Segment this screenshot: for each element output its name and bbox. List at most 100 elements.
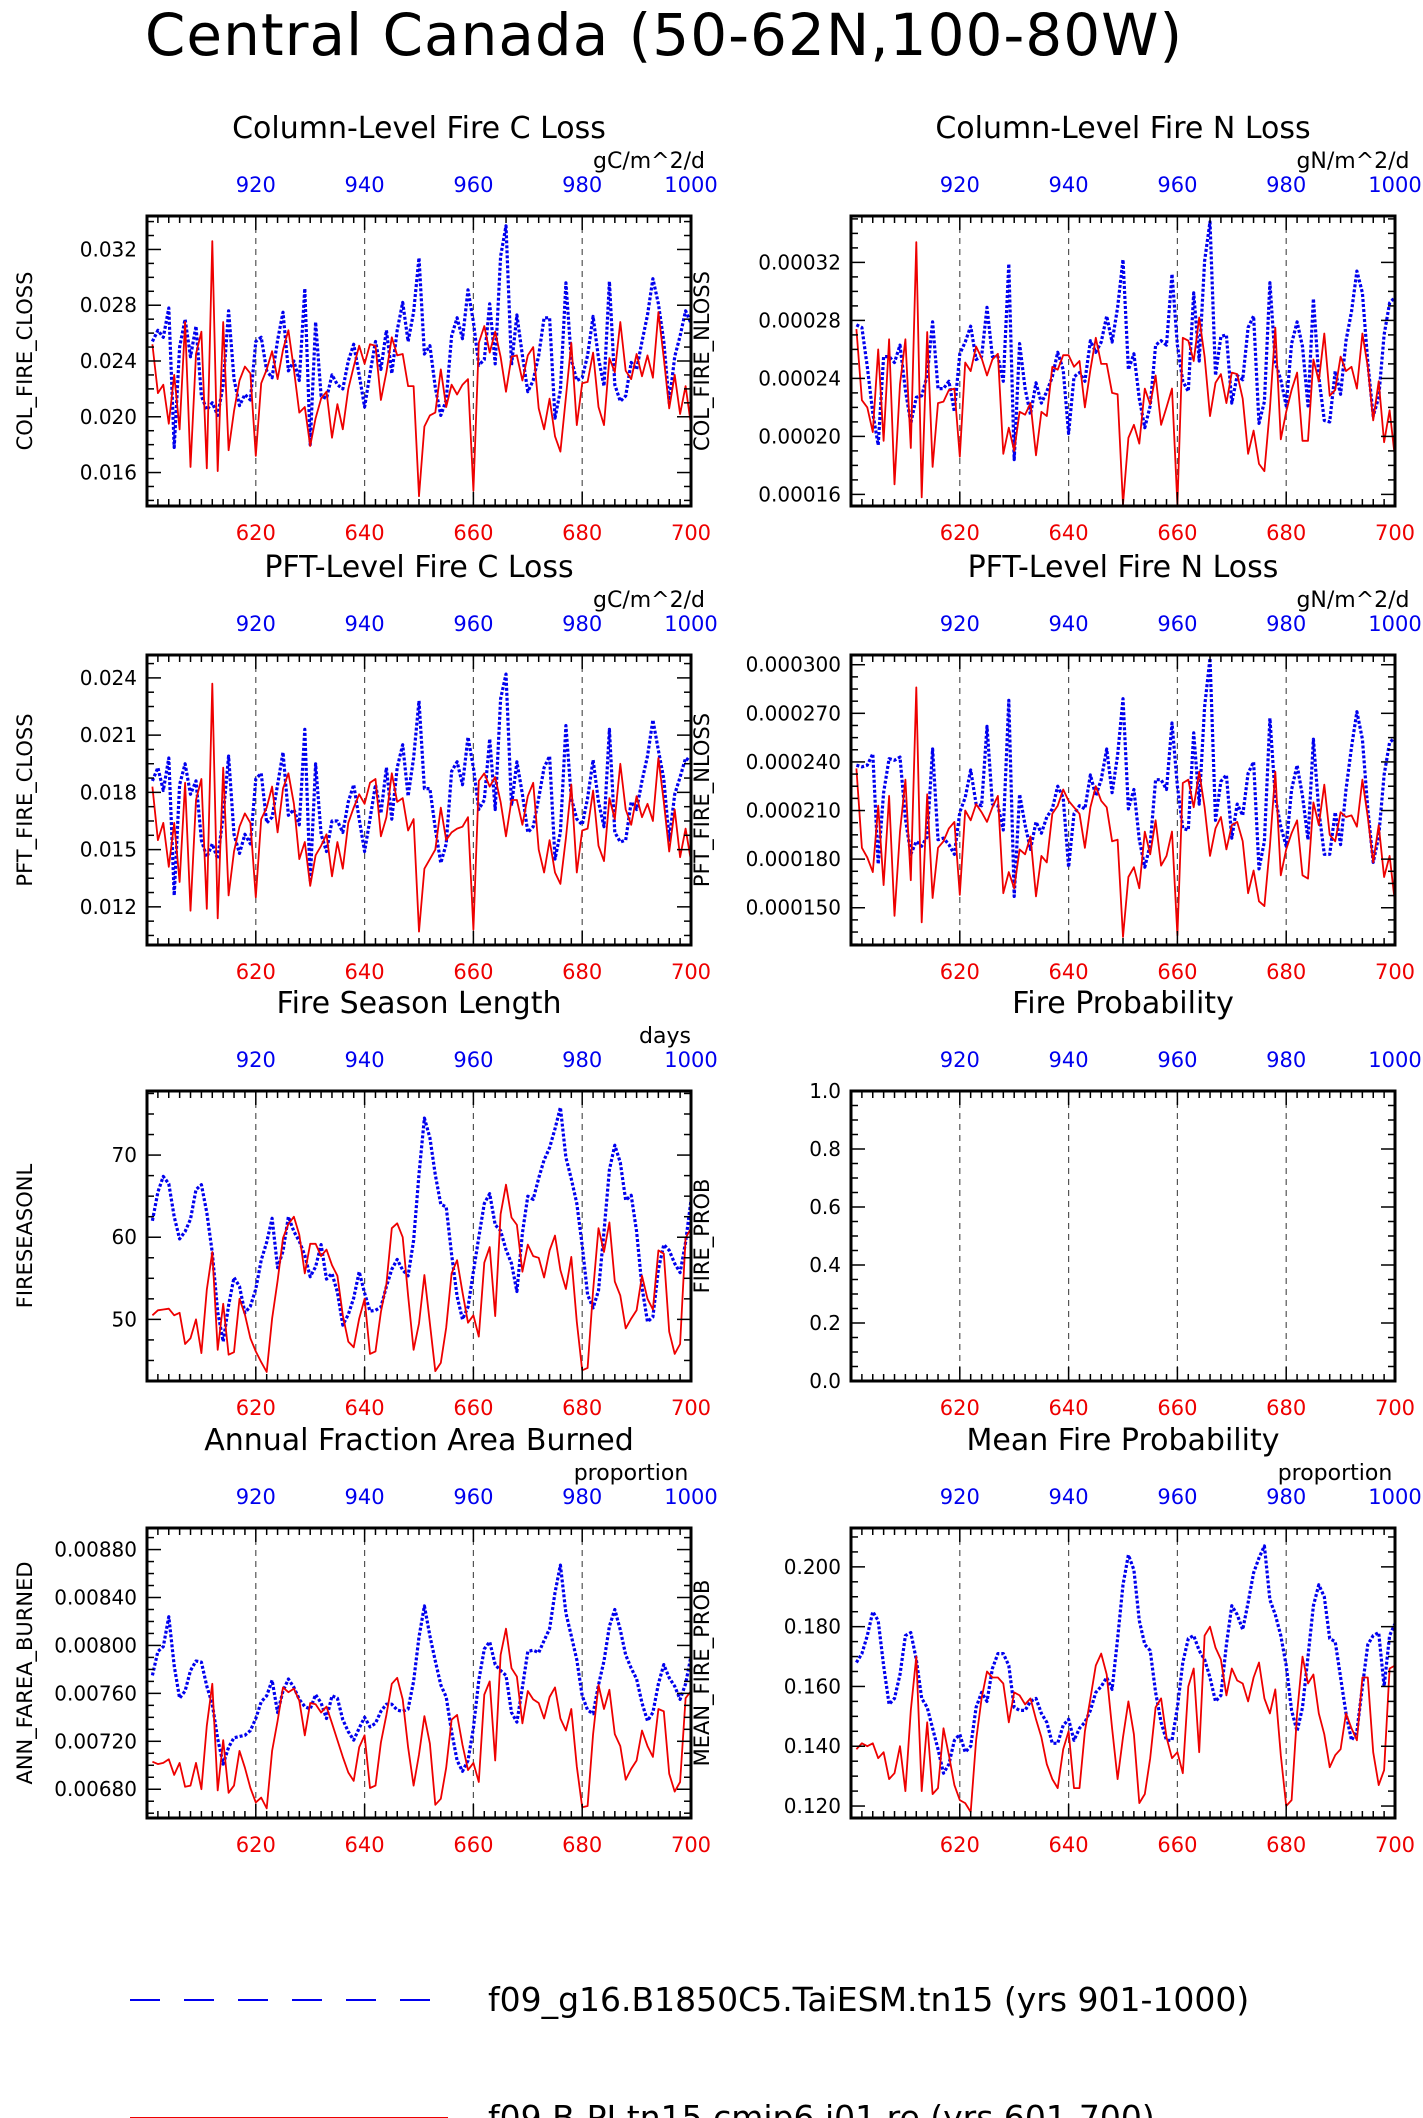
panel-5-xlabel-top: 940 <box>345 1048 385 1072</box>
panel-7-series-blue <box>150 1563 693 1773</box>
panel-3-ylabel-tick: 0.012 <box>80 895 137 919</box>
panel-1-xlabel-top: 920 <box>236 173 276 197</box>
panel-7-ylabel-tick: 0.00720 <box>54 1729 137 1753</box>
panel-8-series-blue <box>855 1544 1397 1775</box>
panel-5-series-blue <box>150 1105 693 1344</box>
panel-7-units: proportion <box>574 1461 689 1486</box>
panel-8-ylabel-tick: 0.180 <box>784 1615 841 1639</box>
panel-7-xlabel-bottom: 640 <box>345 1833 385 1857</box>
panel-6-ylabel-tick: 0.4 <box>809 1253 841 1277</box>
panel-6-title: Fire Probability <box>1012 986 1234 1021</box>
panel-8-xlabel-bottom: 620 <box>940 1833 980 1857</box>
panel-6-xlabel-bottom: 700 <box>1375 1396 1415 1420</box>
panel-6-xlabel-bottom: 620 <box>940 1396 980 1420</box>
panel-5: Fire Season Length days 620 640 660 680 700 920… <box>13 986 718 1420</box>
panel-8-xlabel-bottom: 700 <box>1375 1833 1415 1857</box>
panel-4-ylabel-tick: 0.000240 <box>746 750 841 774</box>
panel-4-xlabel-bottom: 700 <box>1375 960 1415 984</box>
panel-3-xlabel-bottom: 620 <box>236 960 276 984</box>
panel-2-ylabel-tick: 0.00032 <box>758 250 841 274</box>
panel-7-xlabel-top: 960 <box>453 1485 493 1509</box>
panel-5-xlabel-bottom: 660 <box>453 1396 493 1420</box>
panel-3-yaxis-title: PFT_FIRE_CLOSS <box>13 713 38 886</box>
panel-1-xlabel-top: 1000 <box>664 173 717 197</box>
panel-3-xlabel-top: 960 <box>453 612 493 636</box>
panel-3: PFT-Level Fire C Loss gC/m^2/d 620 640 660 68… <box>13 550 718 984</box>
panel-5-xlabel-bottom: 620 <box>236 1396 276 1420</box>
panel-6-xlabel-top: 980 <box>1266 1048 1306 1072</box>
panel-2-yaxis-title: COL_FIRE_NLOSS <box>690 271 715 451</box>
panel-6-xlabel-top: 1000 <box>1368 1048 1421 1072</box>
panel-5-xlabel-bottom: 680 <box>562 1396 602 1420</box>
panel-2-series-red <box>855 241 1396 506</box>
panel-7-ylabel-tick: 0.00680 <box>54 1777 137 1801</box>
panel-7-ylabel-tick: 0.00800 <box>54 1633 137 1657</box>
panel-8-title: Mean Fire Probability <box>967 1423 1280 1458</box>
panel-1-xlabel-bottom: 660 <box>453 521 493 545</box>
panel-4-ylabel-tick: 0.000180 <box>746 847 841 871</box>
panel-8-units: proportion <box>1278 1461 1393 1486</box>
panel-5-yaxis-title: FIRESEASONL <box>13 1164 37 1309</box>
panel-8-xlabel-top: 960 <box>1157 1485 1197 1509</box>
panel-8-xlabel-bottom: 680 <box>1266 1833 1306 1857</box>
panel-3-title: PFT-Level Fire C Loss <box>264 550 573 585</box>
panel-1-title: Column-Level Fire C Loss <box>232 111 606 146</box>
panel-1-series-red <box>151 240 692 498</box>
panel-4-series-red <box>855 686 1396 938</box>
panel-7-xlabel-top: 920 <box>236 1485 276 1509</box>
panel-2-xlabel-bottom: 700 <box>1375 521 1415 545</box>
panel-6-xlabel-top: 940 <box>1049 1048 1089 1072</box>
panel-2-ylabel-tick: 0.00020 <box>758 424 841 448</box>
panel-2-xlabel-top: 980 <box>1266 173 1306 197</box>
panel-6-xlabel-top: 920 <box>940 1048 980 1072</box>
panel-5-ylabel-tick: 70 <box>112 1143 137 1167</box>
legend-label-2: f09.B-PI.tn15.cmip6.j01.re (yrs 601-700) <box>488 2098 1155 2118</box>
panel-8-xlabel-bottom: 660 <box>1157 1833 1197 1857</box>
panel-grid: Column-Level Fire C Loss gC/m^2/d 620 640 66… <box>13 111 1422 1857</box>
panel-7-yaxis-title: ANN_FAREA_BURNED <box>13 1561 38 1784</box>
panel-6-ylabel-tick: 0.0 <box>809 1369 841 1393</box>
panel-4-xlabel-top: 940 <box>1049 612 1089 636</box>
panel-7-xlabel-top: 1000 <box>664 1485 717 1509</box>
panel-2-xlabel-top: 960 <box>1157 173 1197 197</box>
panel-7-xlabel-bottom: 620 <box>236 1833 276 1857</box>
panel-2-xlabel-bottom: 660 <box>1157 521 1197 545</box>
panel-8-xlabel-bottom: 640 <box>1049 1833 1089 1857</box>
panel-8-ylabel-tick: 0.120 <box>784 1794 841 1818</box>
panel-4-xlabel-bottom: 680 <box>1266 960 1306 984</box>
panel-4-xlabel-top: 1000 <box>1368 612 1421 636</box>
panel-3-series-red <box>151 682 692 933</box>
panel-8-ylabel-tick: 0.160 <box>784 1674 841 1698</box>
panel-3-xlabel-top: 980 <box>562 612 602 636</box>
legend: f09_g16.B1850C5.TaiESM.tn15 (yrs 901-100… <box>130 1980 1249 2118</box>
panel-3-ylabel-tick: 0.015 <box>80 838 137 862</box>
panel-4-xlabel-top: 920 <box>940 612 980 636</box>
panel-5-frame <box>145 1089 693 1383</box>
panel-4-series-blue <box>855 656 1397 899</box>
panel-7: Annual Fraction Area Burned proportion 620… <box>13 1423 718 1857</box>
panel-5-units: days <box>639 1024 691 1049</box>
panel-2-xlabel-top: 1000 <box>1368 173 1421 197</box>
panel-3-units: gC/m^2/d <box>593 588 705 613</box>
panel-8-xlabel-top: 980 <box>1266 1485 1306 1509</box>
panel-4-xlabel-top: 980 <box>1266 612 1306 636</box>
panel-2-ylabel-tick: 0.00028 <box>758 308 841 332</box>
panel-7-xlabel-top: 980 <box>562 1485 602 1509</box>
panel-2-xlabel-top: 920 <box>940 173 980 197</box>
panel-4-units: gN/m^2/d <box>1296 588 1409 613</box>
panel-8-series-red <box>855 1625 1396 1813</box>
panel-6-xlabel-bottom: 680 <box>1266 1396 1306 1420</box>
panel-7-series-red <box>152 1627 692 1810</box>
panel-8-yaxis-title: MEAN_FIRE_PROB <box>690 1580 715 1767</box>
panel-7-xlabel-bottom: 660 <box>453 1833 493 1857</box>
panel-3-ylabel-tick: 0.024 <box>80 666 137 690</box>
panel-8-xlabel-top: 940 <box>1049 1485 1089 1509</box>
panel-1-ylabel-tick: 0.032 <box>80 237 137 261</box>
panel-3-ylabel-tick: 0.021 <box>80 723 137 747</box>
panel-7-xlabel-bottom: 680 <box>562 1833 602 1857</box>
panel-1-ylabel-tick: 0.020 <box>80 405 137 429</box>
panel-1-yaxis-title: COL_FIRE_CLOSS <box>13 272 38 451</box>
panel-5-xlabel-top: 960 <box>453 1048 493 1072</box>
panel-5-title: Fire Season Length <box>277 986 562 1021</box>
